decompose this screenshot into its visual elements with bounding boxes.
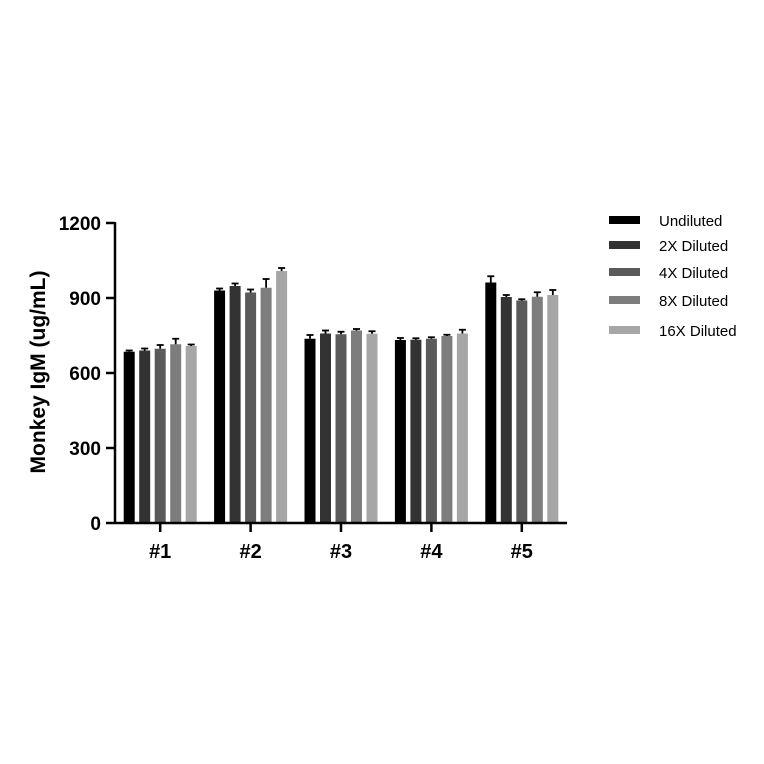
legend-swatch [609,241,640,249]
bar-2-2 [229,286,241,523]
bar-4-5 [531,296,543,523]
plot-area [123,267,559,523]
legend-label: 16X Diluted [659,323,737,340]
y-tick-label: 300 [69,439,101,460]
legend-swatch [609,268,640,276]
bar-4-4 [441,336,453,523]
bar-2-3 [320,333,331,523]
bar-5-4 [456,333,468,523]
y-tick-label: 600 [69,364,101,385]
legend-label: 2X Diluted [659,238,728,255]
x-tick-label: #2 [239,541,261,563]
y-tick-label: 900 [69,289,101,310]
y-tick-label: 1200 [59,214,101,235]
x-tick-label: #5 [511,541,533,563]
bar-5-3 [366,333,378,523]
bar-1-2 [214,290,226,523]
bar-5-5 [547,295,559,523]
bar-3-2 [245,292,257,523]
bar-4-2 [260,287,272,523]
x-tick-label: #4 [420,541,443,563]
bar-1-5 [485,282,497,523]
y-axis-ticks: 0 300 600 900 1200 [59,214,115,535]
bar-4-3 [351,330,362,523]
y-tick-label: 0 [90,514,101,535]
legend-label: 8X Diluted [659,293,728,310]
x-tick-label: #3 [330,541,352,563]
bar-2-4 [410,339,422,523]
y-axis-title: Monkey IgM (ug/mL) [27,271,50,474]
bar-1-1 [123,351,135,523]
legend-label: Undiluted [659,213,722,230]
bar-4-1 [170,344,182,523]
legend: Undiluted 2X Diluted 4X Diluted 8X Diluted 1… [609,213,737,340]
legend-swatch [609,216,640,224]
legend-swatch [609,326,640,334]
bar-1-4 [394,340,406,523]
x-tick-label: #1 [149,541,171,563]
bar-2-5 [500,297,512,523]
bar-3-1 [154,348,166,523]
legend-swatch [609,296,640,304]
bar-5-2 [276,271,288,523]
bar-3-3 [335,334,347,523]
bar-1-3 [304,338,316,523]
legend-label: 4X Diluted [659,265,728,282]
bar-5-1 [185,346,197,523]
bar-3-4 [425,338,437,523]
bar-3-5 [516,300,528,523]
bar-2-1 [139,350,151,523]
x-axis-ticks: #1 #2 #3 #4 #5 [149,523,533,563]
